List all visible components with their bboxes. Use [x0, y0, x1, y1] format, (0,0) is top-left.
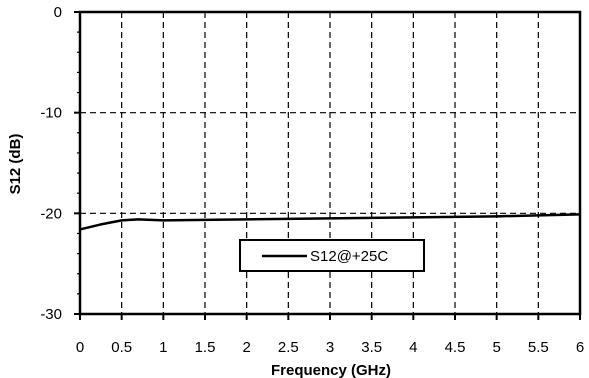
x-tick-label: 2: [242, 339, 250, 356]
series-layer: [79, 213, 581, 231]
x-tick-label: 6: [576, 339, 584, 356]
y-tick-label: -30: [40, 306, 62, 323]
x-tick-label: 4.5: [445, 339, 466, 356]
x-tick-label: 5.5: [528, 339, 549, 356]
axis-ticks: [74, 11, 581, 320]
x-tick-label: 3: [326, 339, 334, 356]
x-tick-label: 1: [159, 339, 167, 356]
x-tick-label: 2.5: [278, 339, 299, 356]
x-tick-label: 0.5: [111, 339, 132, 356]
x-tick-label: 5: [492, 339, 500, 356]
legend: S12@+25C: [239, 239, 425, 272]
y-tick-label: -20: [40, 205, 62, 222]
x-tick-label: 3.5: [361, 339, 382, 356]
x-tick-label: 1.5: [195, 339, 216, 356]
grid: [80, 12, 580, 314]
x-tick-labels: 0 0.5 1 1.5 2 2.5 3 3.5 4 4.5 5 5.5 6: [76, 339, 584, 356]
legend-label: S12@+25C: [310, 248, 388, 265]
x-tick-label: 0: [76, 339, 84, 356]
x-tick-label: 4: [409, 339, 417, 356]
y-tick-labels: 0 -10 -20 -30: [40, 4, 62, 323]
y-tick-label: 0: [54, 4, 62, 21]
x-axis-title: Frequency (GHz): [271, 362, 391, 378]
y-axis-title: S12 (dB): [7, 134, 24, 195]
y-tick-label: -10: [40, 105, 62, 122]
series-line: [79, 213, 581, 231]
